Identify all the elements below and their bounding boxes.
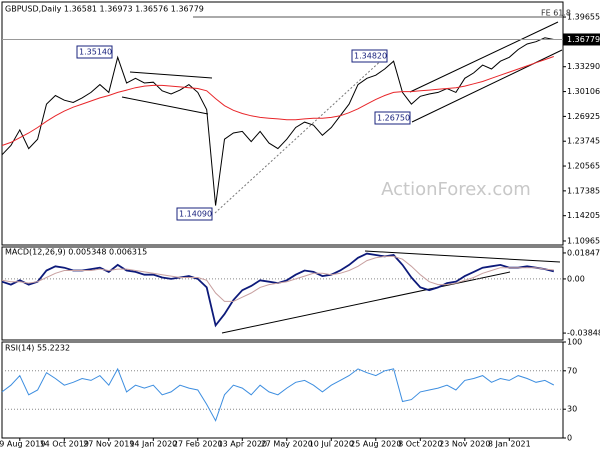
dashed-trendline bbox=[214, 56, 386, 214]
series-line bbox=[1, 367, 555, 422]
annotation: 1.14090 bbox=[179, 210, 212, 219]
price-panel bbox=[1, 1, 564, 246]
y-tick-label: 1.17385 bbox=[567, 186, 600, 195]
rsi-panel bbox=[1, 341, 564, 439]
x-tick-label: 23 Nov 2020 bbox=[439, 440, 490, 449]
annotation-box bbox=[351, 49, 388, 63]
y-tick-label: 1.39655 bbox=[567, 13, 600, 22]
y-tick-label: 0 bbox=[567, 434, 572, 443]
macd-title: MACD(12,26,9) 0.005348 0.006315 bbox=[5, 248, 147, 257]
annotation-box bbox=[76, 45, 113, 59]
channel-line bbox=[409, 21, 559, 93]
annotation: 1.34820 bbox=[354, 52, 387, 61]
y-tick-label: 1.14205 bbox=[567, 211, 600, 220]
macd-panel bbox=[1, 246, 564, 341]
rsi-title: RSI(14) 55.2232 bbox=[5, 344, 70, 353]
y-tick-label: 0.00 bbox=[567, 274, 585, 283]
last-price-label: 1.36779 bbox=[567, 35, 600, 44]
y-tick-label: 1.10965 bbox=[567, 236, 600, 245]
annotation: FE 61.8 bbox=[541, 9, 571, 18]
series-line bbox=[1, 255, 554, 302]
x-tick-label: 8 Jan 2021 bbox=[488, 440, 531, 449]
annotation: 1.35140 bbox=[79, 48, 112, 57]
price-title: GBPUSD,Daily 1.36581 1.36973 1.36576 1.3… bbox=[5, 5, 204, 14]
x-tick-label: 27 May 2020 bbox=[261, 440, 313, 449]
macd-trendline bbox=[364, 250, 561, 263]
y-tick-label: 1.33290 bbox=[567, 62, 600, 71]
y-tick-label: 100 bbox=[567, 338, 582, 347]
annotation-box bbox=[374, 111, 411, 125]
y-tick-label: 70 bbox=[567, 366, 577, 375]
y-tick-label: 1.26925 bbox=[567, 112, 600, 121]
series-line bbox=[1, 56, 554, 146]
x-tick-label: 8 Oct 2020 bbox=[398, 440, 442, 449]
macd-trendline bbox=[221, 271, 511, 334]
annotation-box bbox=[176, 207, 213, 221]
y-tick-label: 0.018471 bbox=[567, 248, 600, 257]
x-tick-label: 14 Jan 2020 bbox=[129, 440, 177, 449]
annotation: 1.26750 bbox=[377, 114, 410, 123]
x-tick-label: 10 Jul 2020 bbox=[309, 440, 354, 449]
channel-line bbox=[121, 96, 209, 115]
x-tick-label: 25 Aug 2020 bbox=[350, 440, 401, 449]
y-tick-label: -0.038486 bbox=[567, 329, 600, 338]
y-tick-label: 1.30106 bbox=[567, 87, 600, 96]
x-tick-label: 29 Aug 2019 bbox=[0, 440, 45, 449]
series-line bbox=[1, 37, 554, 206]
x-tick-label: 14 Oct 2019 bbox=[40, 440, 89, 449]
x-tick-label: 27 Feb 2020 bbox=[173, 440, 223, 449]
x-tick-label: 13 Apr 2020 bbox=[218, 440, 267, 449]
x-tick-label: 27 Nov 2019 bbox=[83, 440, 134, 449]
last-price-tag bbox=[563, 33, 600, 46]
channel-line bbox=[129, 71, 213, 79]
watermark: ActionForex.com bbox=[381, 179, 531, 200]
y-tick-label: 1.20565 bbox=[567, 162, 600, 171]
y-tick-label: 1.23745 bbox=[567, 137, 600, 146]
y-tick-label: 30 bbox=[567, 405, 577, 414]
